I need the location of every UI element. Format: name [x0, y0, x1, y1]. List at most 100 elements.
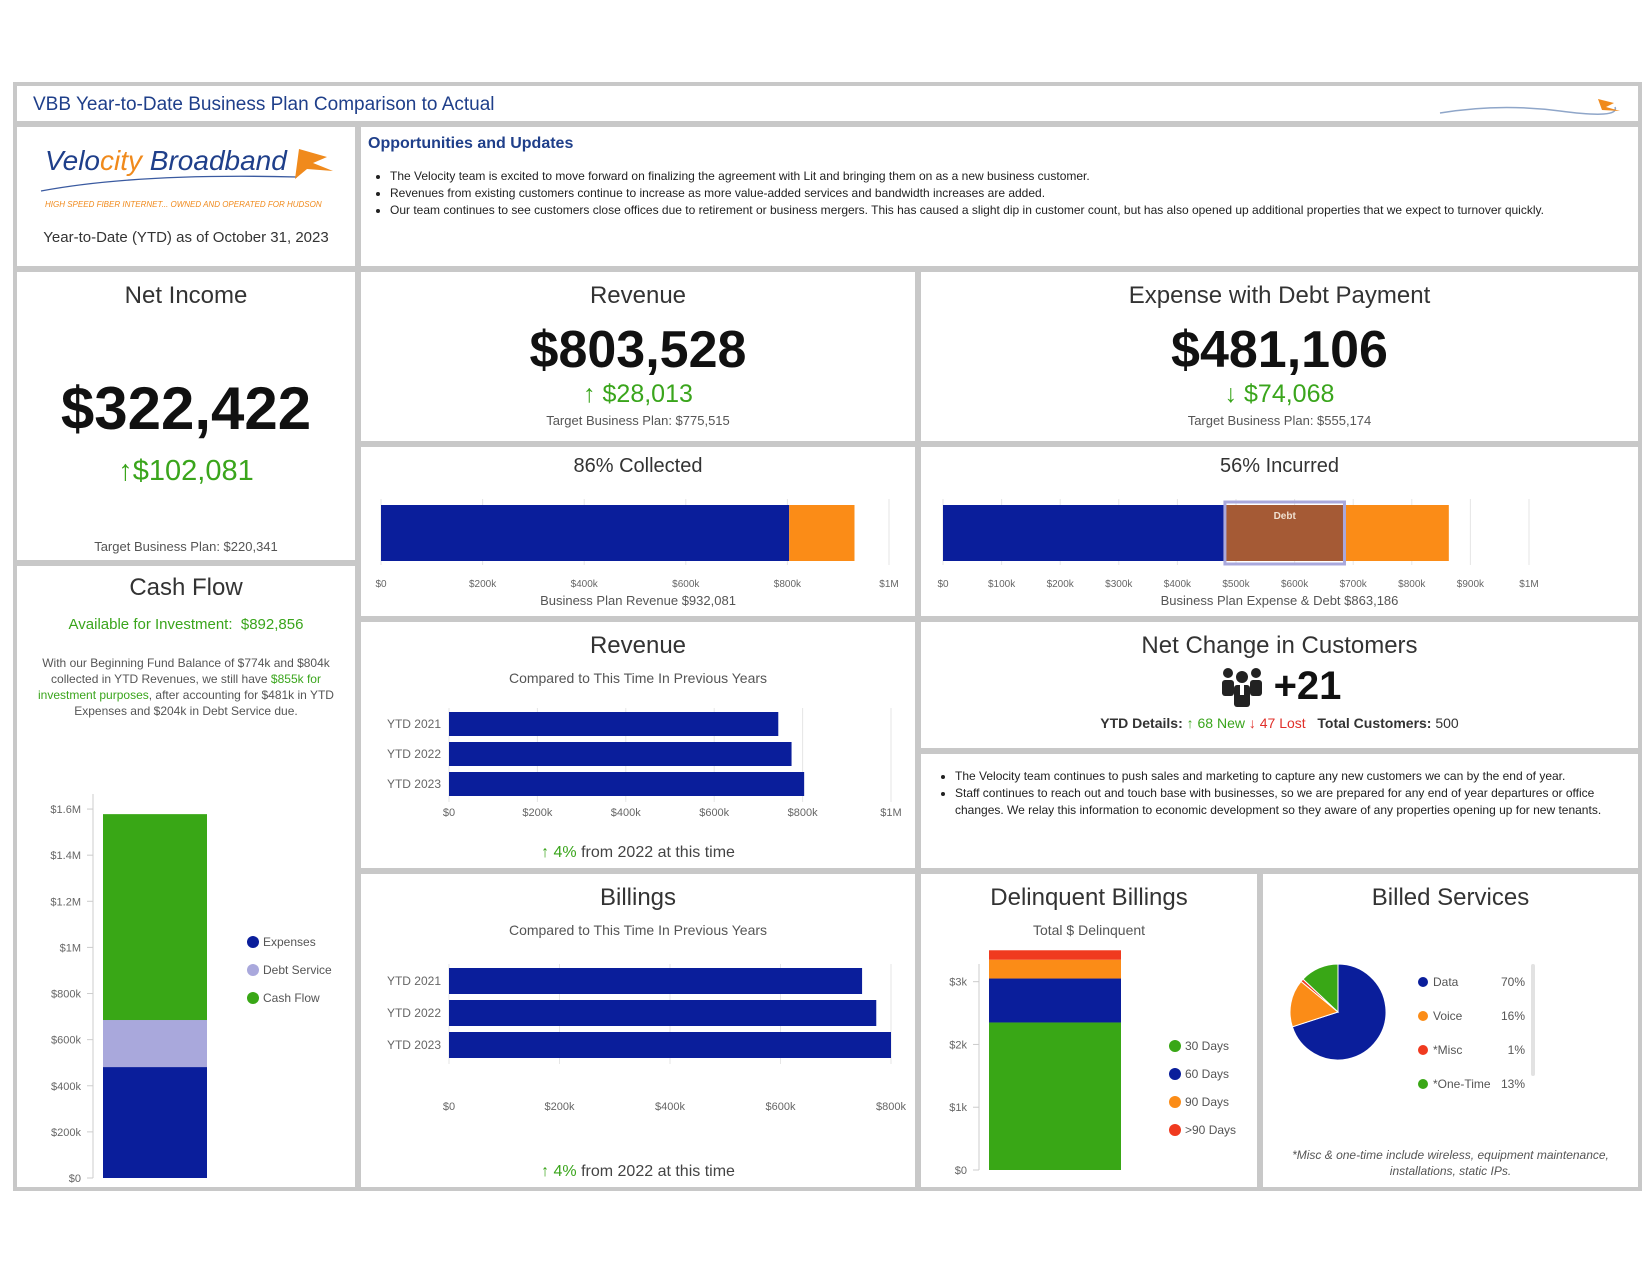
tick-label: $100k	[988, 579, 1016, 590]
tick-label: $200k	[51, 1127, 81, 1139]
expense-kpi-delta: ↓ $74,068	[1224, 380, 1335, 408]
tick-label: $600k	[1281, 579, 1309, 590]
customer-notes-list: The Velocity team continues to push sale…	[935, 768, 1628, 819]
brand-logo: Velocity Broadband	[45, 145, 287, 177]
bar-expense	[943, 505, 1225, 561]
logo-text-1: Velo	[45, 145, 101, 176]
total-value: 500	[1435, 715, 1459, 731]
customers-title: Net Change in Customers	[1141, 632, 1418, 659]
tick-label: $200k	[545, 1101, 575, 1112]
legend-value: 13%	[1501, 1077, 1525, 1091]
tick-label: $0	[69, 1173, 81, 1185]
cash-flow-desc-2: , after accounting for $481k in YTD Expe…	[74, 688, 334, 718]
tick-label: $800k	[51, 989, 81, 1001]
cash-flow-panel: Cash Flow Available for Investment: $892…	[17, 566, 355, 1187]
new-customers: ↑ 68 New	[1186, 715, 1245, 731]
expense-kpi-title: Expense with Debt Payment	[1128, 282, 1431, 309]
legend-dot	[1169, 1068, 1181, 1080]
legend-label: Expenses	[263, 935, 316, 949]
tick-label: $400k	[655, 1101, 685, 1112]
net-income-target: Target Business Plan: $220,341	[94, 539, 278, 554]
bar	[449, 1000, 877, 1026]
billed-services-footnote: *Misc & one-time include wireless, equip…	[1292, 1148, 1609, 1178]
bar-debt	[1224, 505, 1345, 561]
up-arrow-icon: ↑	[541, 1163, 550, 1180]
tick-label: $1M	[879, 579, 898, 590]
bar-segment	[989, 959, 1121, 979]
legend-label: Data	[1433, 975, 1459, 989]
category-label: YTD 2021	[387, 717, 441, 731]
tick-label: $600k	[672, 579, 700, 590]
tick-label: $500k	[1222, 579, 1250, 590]
legend-value: 70%	[1501, 975, 1525, 989]
tick-label: $1k	[949, 1102, 967, 1114]
tick-label: $600k	[51, 1035, 81, 1047]
logo-text-3: Broadband	[142, 145, 287, 176]
bar	[449, 968, 863, 994]
customers-details: YTD Details: ↑ 68 New ↓ 47 Lost Total Cu…	[921, 715, 1638, 731]
bar-cash-flow	[103, 814, 207, 1021]
legend-dot	[1169, 1124, 1181, 1136]
revenue-compare-footer: ↑ 4% from 2022 at this time	[361, 844, 915, 862]
cash-flow-title: Cash Flow	[129, 574, 243, 601]
collected-chart: $0 $200k $400k $600k $800k $1M	[375, 499, 899, 590]
billed-services-panel: Billed Services Data 70% Voice 16% *Misc 1% *O…	[1263, 874, 1638, 1187]
legend-dot	[1169, 1040, 1181, 1052]
debt-outline	[1223, 500, 1346, 566]
tick-label: $200k	[522, 807, 552, 819]
legend-value: 16%	[1501, 1009, 1525, 1023]
category-label: YTD 2022	[387, 747, 441, 761]
tick-label: $800k	[774, 579, 802, 590]
tick-label: $200k	[1047, 579, 1075, 590]
legend-dot	[247, 964, 259, 976]
updates-panel: Opportunities and Updates The Velocity t…	[361, 127, 1638, 266]
tick-label: $600k	[766, 1101, 796, 1112]
tick-label: $1.2M	[50, 896, 81, 908]
expense-kpi-target: Target Business Plan: $555,174	[1187, 413, 1372, 428]
incurred-chart: $0 $100k $200k $300k $400k $500k $600k $700k $80…	[937, 499, 1539, 590]
billed-services-title: Billed Services	[1371, 884, 1530, 911]
revenue-kpi-delta: ↑ $28,013	[583, 380, 693, 408]
legend-label: >90 Days	[1185, 1123, 1236, 1137]
revenue-compare-text: from 2022 at this time	[576, 844, 735, 861]
bar-expenses	[103, 1067, 207, 1178]
incurred-panel: 56% Incurred $0 $100k $200k $300k $400k $500k…	[921, 447, 1638, 616]
bar-remaining	[1344, 505, 1449, 561]
net-income-title: Net Income	[124, 282, 248, 309]
cash-flow-chart: $0 $200k $400k $600k $800k $1M $1.2M $1.4M $1.6M…	[50, 794, 332, 1185]
collected-panel: 86% Collected $0 $200k $400k $600k $800k $1M …	[361, 447, 915, 616]
category-label: YTD 2023	[387, 1038, 441, 1052]
legend-label: Cash Flow	[263, 991, 320, 1005]
legend-dot	[1418, 1045, 1428, 1055]
cash-flow-desc-highlight: $855k for investment purposes	[38, 672, 321, 702]
revenue-kpi-target: Target Business Plan: $775,515	[546, 413, 730, 428]
cash-flow-desc-1: With our Beginning Fund Balance of $774k…	[42, 656, 330, 686]
revenue-compare-pct: 4%	[553, 844, 577, 861]
bar	[449, 772, 805, 796]
billed-services-chart: Data 70% Voice 16% *Misc 1% *One-Time 13%	[1289, 963, 1535, 1091]
billings-text: from 2022 at this time	[576, 1163, 735, 1180]
note-item: The Velocity team continues to push sale…	[955, 768, 1628, 785]
legend-dot	[247, 992, 259, 1004]
bar-debt-service	[103, 1020, 207, 1068]
tick-label: $1.4M	[50, 850, 81, 862]
billings-footer: ↑ 4% from 2022 at this time	[361, 1163, 915, 1181]
bird-icon	[1439, 99, 1620, 115]
tick-label: $400k	[571, 579, 599, 590]
tick-label: $700k	[1340, 579, 1368, 590]
incurred-footer: Business Plan Expense & Debt $863,186	[1160, 593, 1399, 608]
people-icon	[1221, 667, 1262, 707]
expense-kpi-value: $481,106	[1171, 321, 1388, 379]
tick-label: $800k	[876, 1101, 906, 1112]
header-bar: VBB Year-to-Date Business Plan Compariso…	[17, 86, 1638, 121]
update-item: The Velocity team is excited to move for…	[390, 168, 1630, 185]
tick-label: $0	[955, 1165, 967, 1177]
updates-list: The Velocity team is excited to move for…	[368, 168, 1630, 219]
net-income-delta: ↑$102,081	[118, 455, 254, 487]
tick-label: $0	[937, 579, 949, 590]
logo-panel: Velocity Broadband HIGH SPEED FIBER INTE…	[17, 127, 355, 266]
legend-value: 1%	[1508, 1043, 1526, 1057]
tick-label: $1M	[1519, 579, 1538, 590]
dashboard-frame: VBB Year-to-Date Business Plan Compariso…	[13, 82, 1642, 1191]
category-label: YTD 2023	[387, 777, 441, 791]
